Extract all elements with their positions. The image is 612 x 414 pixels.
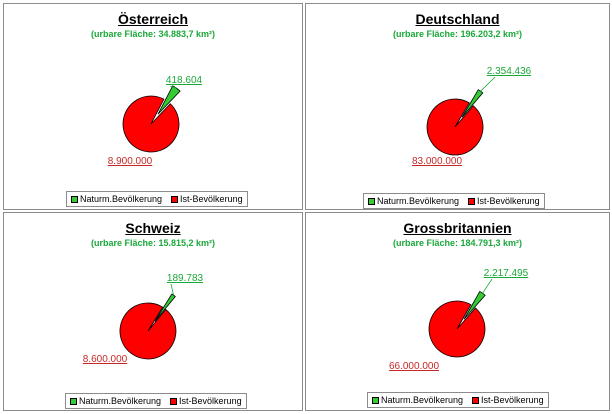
legend-swatch-natural [70, 397, 77, 405]
data-label-naturm: 418.604 [166, 75, 203, 86]
chart-title: Schweiz [125, 220, 181, 236]
pie-slice-ist-bevoelkerung [426, 98, 484, 156]
legend-label: Ist-Bevölkerung [481, 395, 544, 405]
legend-label: Ist-Bevölkerung [179, 396, 242, 406]
legend-label: Naturm.Bevölkerung [377, 196, 460, 206]
pie-chart: 2.217.495 66.000.000 [389, 268, 529, 372]
legend-swatch-actual [171, 195, 179, 203]
legend-item-actual: Ist-Bevölkerung [468, 196, 540, 206]
chart-title: Österreich [117, 11, 189, 27]
legend-swatch-actual [170, 397, 178, 405]
data-label-ist: 83.000.000 [412, 156, 462, 167]
leader-line-naturm [480, 76, 496, 92]
chart-panel-deutschland: Deutschland (urbare Fläche: 196.203,2 km… [305, 3, 610, 210]
leader-line-naturm [169, 85, 177, 89]
legend-swatch-natural [368, 197, 375, 205]
pie-chart: 2.354.436 83.000.000 [412, 66, 532, 167]
pie-slice-naturm-bevoelkerung [154, 293, 176, 322]
legend-label: Naturm.Bevölkerung [79, 396, 162, 406]
chart-legend: Naturm.Bevölkerung Ist-Bevölkerung [66, 191, 248, 207]
legend-item-natural: Naturm.Bevölkerung [368, 196, 459, 206]
data-label-ist: 66.000.000 [389, 361, 439, 372]
chart-subtitle: (urbare Fläche: 34.883,7 km²) [90, 29, 216, 39]
pie-slice-ist-bevoelkerung [119, 302, 177, 360]
data-label-naturm: 189.783 [167, 273, 204, 284]
chart-title: Grossbritannien [403, 220, 512, 236]
chart-subtitle: (urbare Fläche: 196.203,2 km²) [392, 29, 523, 39]
legend-label: Naturm.Bevölkerung [381, 395, 464, 405]
legend-label: Ist-Bevölkerung [180, 194, 243, 204]
legend-swatch-actual [468, 197, 476, 205]
legend-item-actual: Ist-Bevölkerung [170, 396, 242, 406]
legend-label: Ist-Bevölkerung [477, 196, 540, 206]
chart-legend: Naturm.Bevölkerung Ist-Bevölkerung [65, 393, 247, 409]
legend-label: Naturm.Bevölkerung [80, 194, 163, 204]
chart-legend: Naturm.Bevölkerung Ist-Bevölkerung [363, 193, 545, 209]
chart-panel-grossbritannien: Grossbritannien (urbare Fläche: 184.791,… [305, 212, 610, 411]
data-label-naturm: 2.354.436 [487, 66, 532, 77]
data-label-ist: 8.900.000 [108, 156, 153, 167]
chart-title: Deutschland [415, 11, 500, 27]
legend-item-natural: Naturm.Bevölkerung [70, 396, 161, 406]
legend-item-natural: Naturm.Bevölkerung [71, 194, 162, 204]
pie-chart: 418.604 8.900.000 [108, 75, 203, 167]
leader-line-naturm [170, 283, 174, 296]
chart-subtitle: (urbare Fläche: 184.791,3 km²) [392, 238, 523, 248]
pie-slice-ist-bevoelkerung [428, 300, 486, 358]
leader-line-naturm [482, 278, 493, 294]
pie-chart: 189.783 8.600.000 [83, 273, 204, 365]
legend-item-actual: Ist-Bevölkerung [171, 194, 243, 204]
pie-slice-ist-bevoelkerung [122, 95, 180, 153]
legend-swatch-natural [71, 195, 78, 203]
legend-swatch-natural [372, 396, 379, 404]
legend-swatch-actual [472, 396, 480, 404]
data-label-ist: 8.600.000 [83, 354, 128, 365]
pie-slice-naturm-bevoelkerung [157, 85, 181, 115]
legend-item-actual: Ist-Bevölkerung [472, 395, 544, 405]
legend-item-natural: Naturm.Bevölkerung [372, 395, 463, 405]
chart-panel-schweiz: Schweiz (urbare Fläche: 15.815,2 km²) 18… [3, 212, 303, 411]
chart-subtitle: (urbare Fläche: 15.815,2 km²) [90, 238, 216, 248]
data-label-naturm: 2.217.495 [484, 268, 529, 279]
chart-legend: Naturm.Bevölkerung Ist-Bevölkerung [367, 392, 549, 408]
chart-panel-oesterreich: Österreich (urbare Fläche: 34.883,7 km²)… [3, 3, 303, 210]
